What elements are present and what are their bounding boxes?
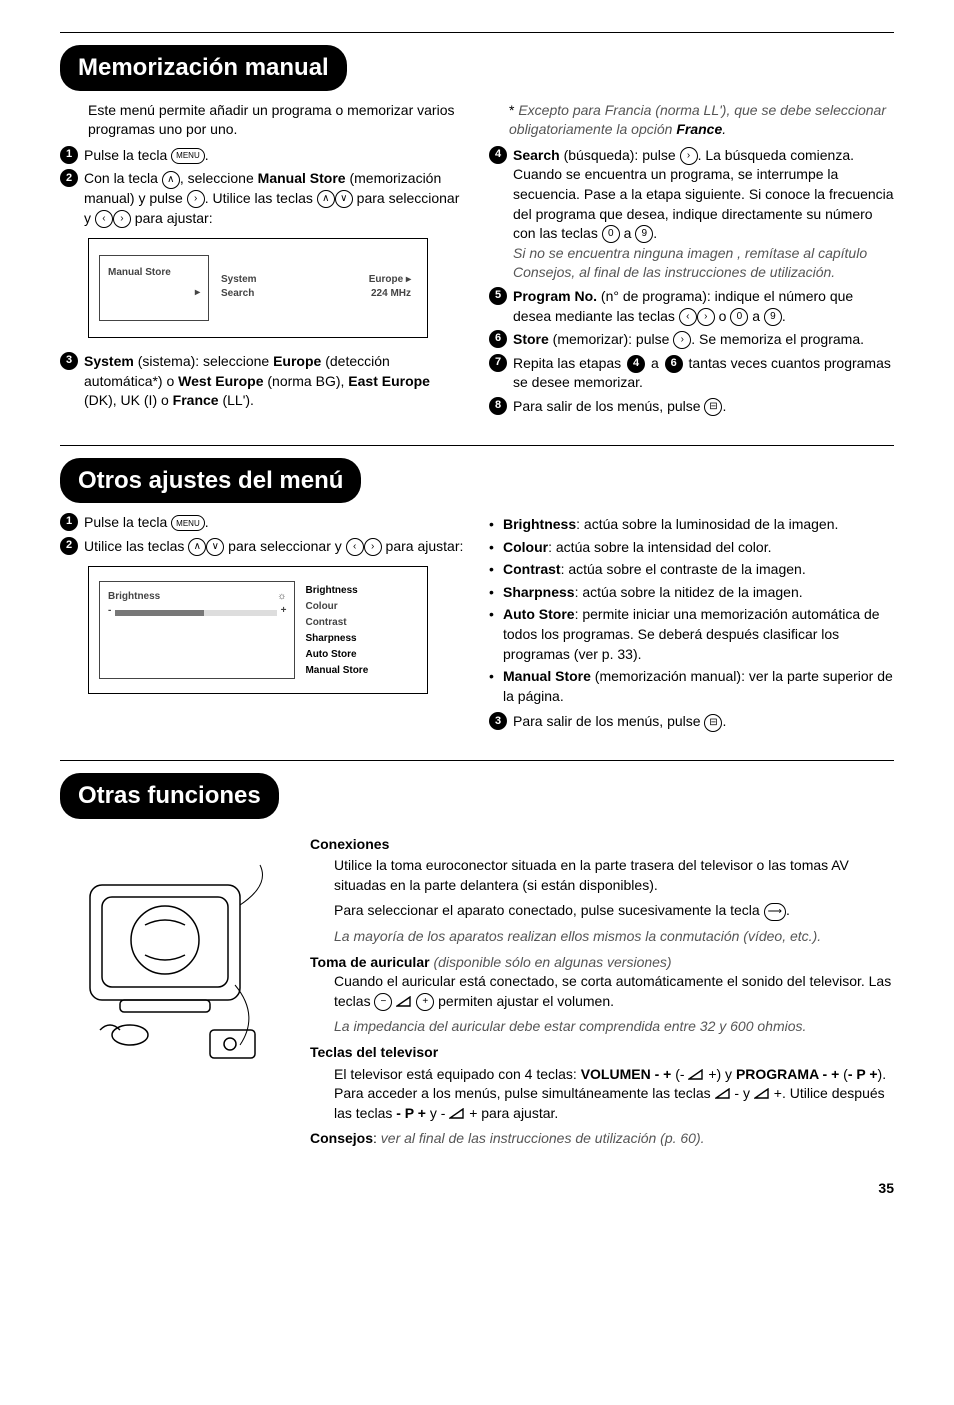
s1-note: * Excepto para Francia (norma LL'), que …	[509, 101, 894, 140]
s2-step-3: 3	[489, 712, 507, 730]
step-7: 7	[489, 354, 507, 372]
consejos: Consejos: ver al final de las instruccio…	[310, 1129, 894, 1149]
s2-item3: Para salir de los menús, pulse ⊟.	[513, 712, 894, 732]
conexiones-p1b: Para seleccionar el aparato conectado, p…	[334, 901, 894, 921]
ref-step-6: 6	[665, 355, 683, 373]
s1-item8: Para salir de los menús, pulse ⊟.	[513, 397, 894, 417]
s1-item7: Repita las etapas 4 a 6 tantas veces cua…	[513, 354, 894, 393]
menu-key: MENU	[171, 515, 205, 531]
right-key: ›	[697, 308, 715, 326]
volume-icon	[449, 1108, 465, 1120]
section1-title: Memorización manual	[60, 45, 347, 91]
exit-key: ⊟	[704, 398, 722, 416]
source-key: ⟶	[764, 903, 786, 921]
conexiones-p1c: La mayoría de los aparatos realizan ello…	[334, 927, 894, 947]
section2-title: Otros ajustes del menú	[60, 458, 361, 504]
s2-item1: Pulse la tecla MENU.	[84, 513, 465, 533]
up-key: ∧	[188, 538, 206, 556]
s1-item5: Program No. (n° de programa): indique el…	[513, 287, 894, 326]
digit-9-key: 9	[764, 308, 782, 326]
step-1: 1	[60, 146, 78, 164]
left-key: ‹	[346, 538, 364, 556]
up-key: ∧	[162, 171, 180, 189]
toma-p1: Cuando el auricular está conectado, se c…	[334, 972, 894, 1011]
volume-icon	[715, 1088, 731, 1100]
conexiones-p1: Utilice la toma euroconector situada en …	[334, 856, 894, 895]
screen-brightness: Brightness ☼ - + Brightness Colour Contr…	[88, 566, 428, 694]
page-number: 35	[60, 1179, 894, 1199]
s2-bullets: •Brightness: actúa sobre la luminosidad …	[489, 515, 894, 706]
s2-item2: Utilice las teclas ∧∨ para seleccionar y…	[84, 537, 465, 557]
step-3: 3	[60, 352, 78, 370]
section3-title: Otras funciones	[60, 773, 279, 819]
right-key: ›	[673, 331, 691, 349]
s2-step-2: 2	[60, 537, 78, 555]
down-key: ∨	[206, 538, 224, 556]
digit-0-key: 0	[730, 308, 748, 326]
left-key: ‹	[95, 210, 113, 228]
step-4: 4	[489, 146, 507, 164]
s1-item1: Pulse la tecla MENU.	[84, 146, 465, 166]
right-key: ›	[187, 190, 205, 208]
screen-manual-store: Manual Store ▸ System Search Europe ▸ 22…	[88, 238, 428, 338]
teclas-p1: El televisor está equipado con 4 teclas:…	[334, 1065, 894, 1124]
toma-heading: Toma de auricular (disponible sólo en al…	[310, 953, 894, 973]
step-8: 8	[489, 397, 507, 415]
vol-plus-key: +	[416, 993, 434, 1011]
s2-step-1: 1	[60, 513, 78, 531]
s1-intro: Este menú permite añadir un programa o m…	[88, 101, 465, 140]
down-key: ∨	[335, 190, 353, 208]
right-key: ›	[364, 538, 382, 556]
volume-icon	[754, 1088, 770, 1100]
digit-9-key: 9	[635, 225, 653, 243]
step-5: 5	[489, 287, 507, 305]
up-key: ∧	[317, 190, 335, 208]
ref-step-4: 4	[627, 355, 645, 373]
step-6: 6	[489, 330, 507, 348]
s1-item2: Con la tecla ∧, seleccione Manual Store …	[84, 169, 465, 228]
vol-minus-key: −	[374, 993, 392, 1011]
toma-p2: La impedancia del auricular debe estar c…	[334, 1017, 894, 1037]
left-key: ‹	[679, 308, 697, 326]
tv-illustration	[60, 835, 290, 1065]
s1-item4: Search (búsqueda): pulse ›. La búsqueda …	[513, 146, 894, 283]
s1-item6: Store (memorizar): pulse ›. Se memoriza …	[513, 330, 894, 350]
volume-icon	[396, 996, 412, 1008]
volume-icon	[688, 1069, 704, 1081]
right-key: ›	[113, 210, 131, 228]
s3-block: Conexiones Utilice la toma euroconector …	[60, 835, 894, 1149]
digit-0-key: 0	[602, 225, 620, 243]
conexiones-heading: Conexiones	[310, 835, 894, 855]
menu-key: MENU	[171, 148, 205, 164]
right-key: ›	[680, 147, 698, 165]
step-2: 2	[60, 169, 78, 187]
exit-key: ⊟	[704, 714, 722, 732]
s1-item3: System (sistema): seleccione Europe (det…	[84, 352, 465, 411]
teclas-heading: Teclas del televisor	[310, 1043, 894, 1063]
